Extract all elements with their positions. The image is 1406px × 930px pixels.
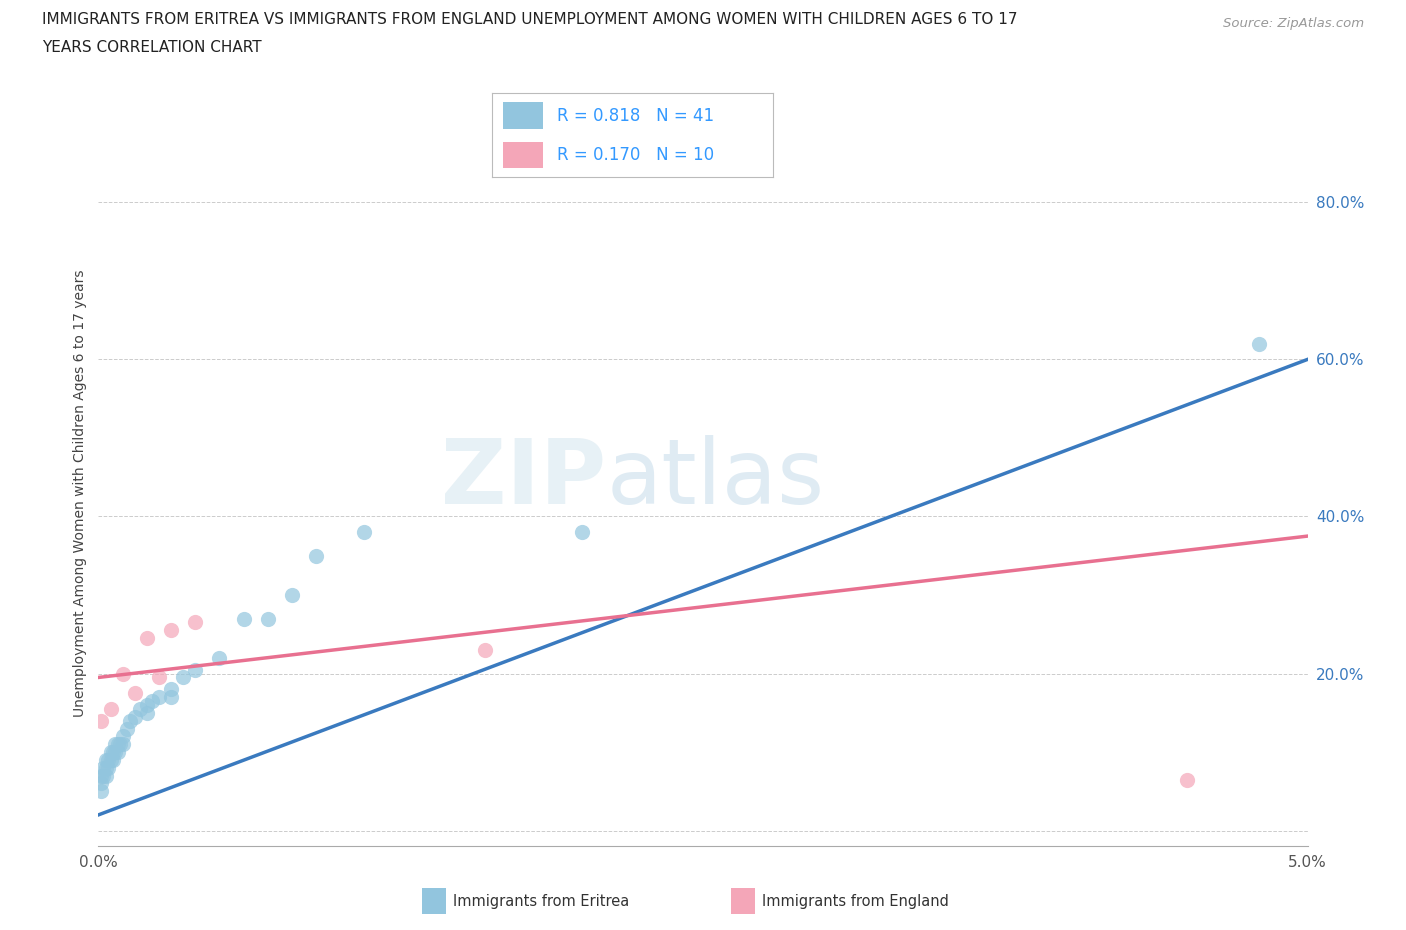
Point bbox=[101, 745, 124, 760]
Point bbox=[97, 761, 120, 776]
Point bbox=[104, 737, 127, 751]
Point bbox=[353, 525, 375, 539]
Text: YEARS CORRELATION CHART: YEARS CORRELATION CHART bbox=[42, 40, 262, 55]
Text: IMMIGRANTS FROM ERITREA VS IMMIGRANTS FROM ENGLAND UNEMPLOYMENT AMONG WOMEN WITH: IMMIGRANTS FROM ERITREA VS IMMIGRANTS FR… bbox=[42, 12, 1018, 27]
Point bbox=[256, 611, 278, 626]
Point bbox=[160, 623, 183, 638]
Point bbox=[91, 761, 114, 776]
Point bbox=[124, 685, 146, 700]
Point bbox=[571, 525, 593, 539]
Point bbox=[1249, 337, 1271, 352]
Point bbox=[124, 710, 146, 724]
Point bbox=[108, 737, 131, 751]
Point bbox=[1175, 772, 1198, 787]
Point bbox=[184, 662, 207, 677]
Point bbox=[104, 745, 127, 760]
Point bbox=[135, 698, 157, 712]
Point bbox=[232, 611, 254, 626]
Point bbox=[305, 549, 328, 564]
Text: Source: ZipAtlas.com: Source: ZipAtlas.com bbox=[1223, 17, 1364, 30]
Point bbox=[148, 670, 170, 684]
Point bbox=[135, 705, 157, 720]
Point bbox=[100, 752, 122, 767]
Point bbox=[111, 666, 134, 681]
Point bbox=[148, 690, 170, 705]
Bar bbox=[503, 102, 543, 129]
Point bbox=[118, 713, 141, 728]
Point bbox=[90, 768, 112, 783]
Point bbox=[172, 670, 194, 684]
Point bbox=[94, 752, 117, 767]
Point bbox=[90, 713, 112, 728]
Point bbox=[94, 761, 117, 776]
Point bbox=[160, 690, 183, 705]
Point bbox=[117, 721, 139, 736]
Point bbox=[281, 588, 304, 603]
Point bbox=[128, 701, 150, 716]
Point bbox=[90, 784, 112, 799]
Y-axis label: Unemployment Among Women with Children Ages 6 to 17 years: Unemployment Among Women with Children A… bbox=[73, 269, 87, 717]
Point bbox=[111, 729, 134, 744]
Point bbox=[107, 737, 129, 751]
Point bbox=[141, 694, 163, 709]
Text: Immigrants from Eritrea: Immigrants from Eritrea bbox=[453, 894, 628, 909]
Point bbox=[184, 615, 207, 630]
Point bbox=[107, 745, 129, 760]
Point bbox=[101, 752, 124, 767]
Bar bbox=[503, 141, 543, 168]
Point bbox=[100, 701, 122, 716]
Text: atlas: atlas bbox=[606, 434, 824, 523]
Point bbox=[90, 776, 112, 790]
Point bbox=[208, 650, 231, 665]
Point bbox=[135, 631, 157, 645]
Point bbox=[111, 737, 134, 751]
Point bbox=[97, 752, 120, 767]
Point bbox=[100, 745, 122, 760]
Point bbox=[91, 768, 114, 783]
Text: Immigrants from England: Immigrants from England bbox=[762, 894, 949, 909]
Point bbox=[474, 643, 496, 658]
Point bbox=[160, 682, 183, 697]
Point bbox=[94, 768, 117, 783]
Text: ZIP: ZIP bbox=[441, 434, 606, 523]
Text: R = 0.170   N = 10: R = 0.170 N = 10 bbox=[557, 146, 714, 164]
Text: R = 0.818   N = 41: R = 0.818 N = 41 bbox=[557, 107, 714, 125]
